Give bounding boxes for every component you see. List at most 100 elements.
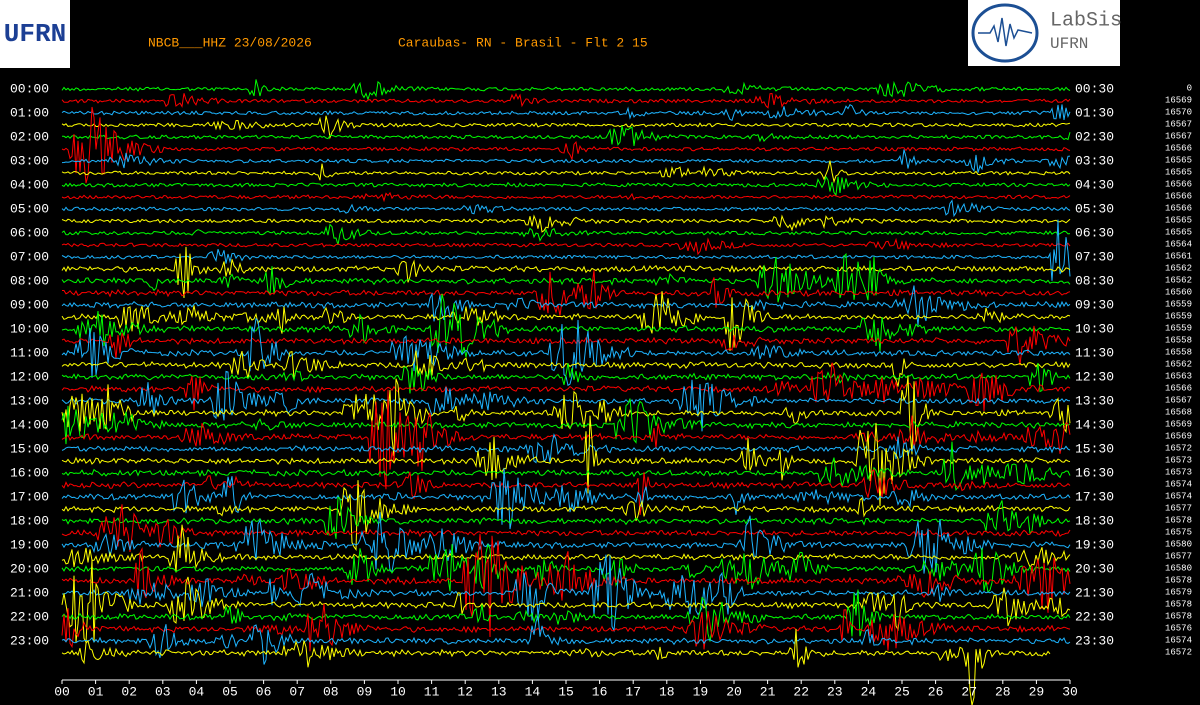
hour-label: 01:00	[10, 105, 49, 120]
seismic-trace	[61, 480, 1071, 552]
count-label: 16578	[1165, 515, 1192, 525]
seismic-trace	[61, 160, 1071, 184]
minute-label: 09	[357, 684, 373, 699]
half-hour-label: 19:30	[1075, 537, 1114, 552]
minute-label: 15	[558, 684, 574, 699]
minute-label: 21	[760, 684, 776, 699]
minute-label: 05	[222, 684, 238, 699]
minute-label: 24	[861, 684, 877, 699]
count-label: 16559	[1165, 299, 1192, 309]
seismic-trace	[62, 125, 1071, 146]
minute-label: 23	[827, 684, 843, 699]
minute-label: 10	[390, 684, 406, 699]
minute-label: 00	[54, 684, 70, 699]
count-label: 16558	[1165, 335, 1192, 345]
count-label: 16574	[1165, 479, 1192, 489]
half-hour-label: 06:30	[1075, 225, 1114, 240]
count-label: 16576	[1165, 623, 1192, 633]
count-label: 16565	[1165, 155, 1192, 165]
seismic-trace	[61, 104, 1071, 121]
seismic-trace	[61, 615, 1071, 665]
seismic-trace	[61, 468, 1071, 530]
count-label: 16578	[1165, 611, 1192, 621]
hour-label: 20:00	[10, 561, 49, 576]
seismic-trace	[61, 496, 1071, 539]
seismic-trace	[61, 115, 1071, 140]
count-label: 16563	[1165, 371, 1192, 381]
minute-label: 25	[894, 684, 910, 699]
seismic-trace	[61, 293, 1071, 358]
half-hour-label: 20:30	[1075, 561, 1114, 576]
count-label: 16567	[1165, 395, 1192, 405]
count-label: 16560	[1165, 287, 1192, 297]
minute-label: 06	[256, 684, 272, 699]
count-label: 16566	[1165, 179, 1192, 189]
hour-label: 09:00	[10, 297, 49, 312]
half-hour-label: 21:30	[1075, 585, 1114, 600]
count-label: 16580	[1165, 539, 1192, 549]
seismic-trace	[61, 533, 1071, 638]
count-label: 16579	[1165, 587, 1192, 597]
count-label: 16559	[1165, 311, 1192, 321]
count-label: 16572	[1165, 443, 1192, 453]
seismic-trace	[61, 175, 1071, 197]
minute-label: 16	[592, 684, 608, 699]
seismic-trace	[61, 398, 1071, 445]
seismic-trace	[61, 362, 1071, 394]
half-hour-label: 07:30	[1075, 249, 1114, 264]
half-hour-label: 22:30	[1075, 609, 1114, 624]
seismic-trace	[61, 543, 1071, 594]
seismic-trace	[61, 589, 1071, 642]
count-label: 0	[1187, 83, 1192, 93]
minute-label: 04	[189, 684, 205, 699]
hour-label: 08:00	[10, 273, 49, 288]
count-label: 16578	[1165, 599, 1192, 609]
traces	[61, 79, 1071, 705]
minute-label: 30	[1062, 684, 1078, 699]
minute-label: 26	[928, 684, 944, 699]
half-hour-label: 15:30	[1075, 441, 1114, 456]
count-label: 16566	[1165, 191, 1192, 201]
minute-label: 03	[155, 684, 171, 699]
count-label: 16567	[1165, 131, 1192, 141]
hour-label: 23:00	[10, 633, 49, 648]
hour-label: 02:00	[10, 129, 49, 144]
count-label: 16573	[1165, 455, 1192, 465]
seismic-trace	[61, 433, 1071, 464]
hour-label: 19:00	[10, 537, 49, 552]
hour-label: 16:00	[10, 465, 49, 480]
minute-label: 28	[995, 684, 1011, 699]
count-label: 16580	[1165, 563, 1192, 573]
count-label: 16566	[1165, 203, 1192, 213]
half-hour-label: 08:30	[1075, 273, 1114, 288]
half-hour-label: 09:30	[1075, 297, 1114, 312]
seismic-trace	[62, 270, 1071, 316]
seismic-trace	[61, 252, 1071, 303]
seismic-trace	[61, 191, 1071, 203]
seismic-trace	[61, 291, 1071, 352]
logo-box	[0, 0, 70, 68]
seismic-trace	[61, 554, 1071, 633]
hour-label: 06:00	[10, 225, 49, 240]
seismic-trace	[61, 370, 1071, 432]
seismic-trace	[61, 237, 1071, 256]
half-hour-label: 02:30	[1075, 129, 1114, 144]
count-label: 16569	[1165, 419, 1192, 429]
count-label: 16578	[1165, 575, 1192, 585]
seismic-trace	[61, 512, 1071, 574]
logo-text: UFRN	[1050, 35, 1088, 53]
seismic-trace	[61, 603, 1071, 652]
count-label: 16577	[1165, 551, 1192, 561]
minute-label: 02	[121, 684, 137, 699]
count-label: 16575	[1165, 527, 1192, 537]
half-hour-label: 12:30	[1075, 369, 1114, 384]
hour-label: 04:00	[10, 177, 49, 192]
half-hour-label: 03:30	[1075, 153, 1114, 168]
count-label: 16569	[1165, 95, 1192, 105]
seismic-trace	[61, 246, 1071, 299]
minute-label: 07	[289, 684, 305, 699]
hour-label: 18:00	[10, 513, 49, 528]
half-hour-label: 13:30	[1075, 393, 1114, 408]
half-hour-label: 11:30	[1075, 345, 1114, 360]
